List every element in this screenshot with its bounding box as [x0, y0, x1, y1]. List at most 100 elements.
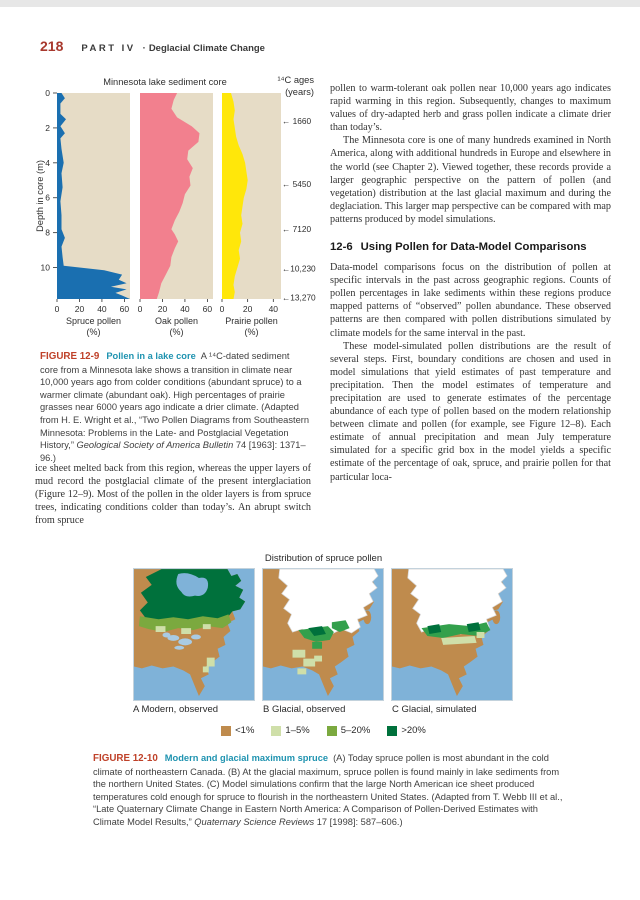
legend-label: 1–5%	[285, 725, 310, 736]
map-legend: <1% 1–5% 5–20% >20%	[133, 725, 514, 736]
legend-swatch-1	[271, 725, 282, 736]
spruce-high-region	[466, 622, 481, 633]
hudson-bay	[176, 573, 209, 597]
figure9-caption-title: Pollen in a lake core	[106, 351, 196, 361]
spruce-area	[57, 93, 130, 299]
panel-unit-spruce: (%)	[87, 327, 101, 337]
panel-label-oak: Oak pollen	[155, 316, 198, 326]
age-marker: ← 5450	[282, 179, 311, 189]
figure9-caption-body-end: 74 [1963]: 1371–96.)	[40, 440, 306, 463]
age-marker: ← 7120	[282, 224, 311, 234]
depth-tick-label: 10	[41, 263, 51, 273]
great-lake	[167, 634, 180, 641]
depth-tick-label: 0	[45, 88, 50, 98]
spruce-high-region	[427, 624, 442, 635]
great-lake	[178, 638, 193, 646]
legend-item: >20%	[387, 725, 426, 736]
legend-swatch-0	[221, 725, 232, 736]
age-marker: ←10,230	[282, 263, 316, 273]
figure9-caption: FIGURE 12-9 Pollen in a lake core A ¹⁴C-da…	[40, 350, 310, 464]
right-paragraph-3: Data-model comparisons focus on the dist…	[330, 262, 611, 339]
ice-sheet	[278, 569, 379, 635]
legend-item: 1–5%	[271, 725, 310, 736]
left-column: ice sheet melted back from this region, …	[35, 462, 311, 527]
legend-item: <1%	[221, 725, 254, 736]
figure-12-9: 0 20 40 60 Spruce pollen (%) 0 20 40 60 Oak pollen…	[35, 74, 327, 342]
great-lake	[174, 645, 185, 650]
figure9-caption-label: FIGURE 12-9	[40, 351, 100, 362]
age-marker: ←13,270	[282, 292, 316, 302]
figure9-caption-body: A ¹⁴C-dated sediment core from a Minneso…	[40, 351, 310, 451]
depth-axis-label: Depth in core (m)	[35, 160, 45, 232]
legend-label: >20%	[401, 725, 426, 736]
great-lake	[191, 634, 201, 640]
depth-tick-label: 8	[45, 228, 50, 238]
part-number: PART IV	[81, 43, 136, 54]
spruce-low-region	[155, 624, 215, 673]
section-number: 12-6	[330, 241, 353, 254]
figure10-caption-journal: Quaternary Science Reviews	[194, 816, 315, 827]
prairie-area	[222, 93, 248, 299]
map-b-label: B Glacial, observed	[263, 704, 346, 715]
x-tick-label: 20	[243, 304, 253, 314]
x-tick-label: 40	[97, 304, 107, 314]
figure10-caption-body-end: 17 [1998]: 587–606.)	[314, 816, 403, 827]
section-heading: 12-6 Using Pollen for Data-Model Comparis…	[330, 241, 611, 253]
age-axis-units: (years)	[285, 87, 314, 97]
x-tick-label: 40	[269, 304, 279, 314]
x-tick-label: 60	[203, 304, 213, 314]
figure10-caption-label: FIGURE 12-10	[93, 753, 158, 764]
section-title: Using Pollen for Data-Model Comparisons	[360, 241, 587, 254]
x-tick-label: 40	[180, 304, 190, 314]
right-paragraph-4: These model-simulated pollen distributio…	[330, 340, 611, 483]
page-number: 218	[40, 38, 64, 54]
map-glacial-simulated	[391, 568, 513, 701]
spruce-mid-region	[331, 620, 350, 633]
right-paragraph-2: The Minnesota core is one of many hundre…	[330, 135, 611, 225]
map-a-label: A Modern, observed	[133, 704, 219, 715]
oak-area	[140, 93, 200, 299]
map-glacial-observed	[262, 568, 384, 701]
separator-dot: ·	[142, 43, 146, 54]
right-column: pollen to warm-tolerant oak pollen near …	[330, 82, 611, 484]
map-c-label: C Glacial, simulated	[392, 704, 477, 715]
figure10-caption-body: (A) Today spruce pollen is most abundant…	[93, 753, 563, 827]
figure10-caption: FIGURE 12-10 Modern and glacial maximum s…	[93, 752, 565, 829]
map-modern-observed	[133, 568, 255, 701]
figure10-caption-title: Modern and glacial maximum spruce	[164, 753, 329, 763]
panel-label-prairie: Prairie pollen	[225, 316, 278, 326]
x-tick-label: 20	[75, 304, 85, 314]
figure9-caption-journal: Geological Society of America Bulletin	[76, 440, 234, 451]
spruce-low-region	[441, 632, 485, 645]
panel-unit-oak: (%)	[170, 327, 184, 337]
legend-item: 5–20%	[326, 725, 371, 736]
age-marker: ← 1660	[282, 116, 311, 126]
chart-title: Minnesota lake sediment core	[103, 77, 227, 87]
legend-swatch-2	[326, 725, 337, 736]
x-tick-label: 0	[138, 304, 143, 314]
great-lake	[162, 632, 171, 638]
spruce-low-region	[292, 649, 323, 675]
depth-tick-label: 4	[45, 158, 50, 168]
depth-tick-label: 2	[45, 123, 50, 133]
page-header: 218 PART IV · Deglacial Climate Change	[40, 38, 265, 54]
part-title: Deglacial Climate Change	[148, 43, 265, 54]
chart-panel-spruce	[57, 93, 130, 299]
age-axis-title: ¹⁴C ages	[277, 75, 314, 85]
panel-label-spruce: Spruce pollen	[66, 316, 121, 326]
x-tick-label: 20	[158, 304, 168, 314]
legend-label: <1%	[235, 725, 255, 736]
legend-label: 5–20%	[340, 725, 371, 736]
depth-tick-label: 6	[45, 193, 50, 203]
legend-swatch-3	[387, 725, 398, 736]
maps-row	[133, 568, 514, 701]
page-edge	[0, 0, 640, 7]
map-group-title: Distribution of spruce pollen	[264, 553, 383, 564]
x-tick-label: 60	[120, 304, 130, 314]
x-tick-label: 0	[55, 304, 60, 314]
panel-unit-prairie: (%)	[245, 327, 259, 337]
left-column-paragraph: ice sheet melted back from this region, …	[35, 463, 311, 527]
